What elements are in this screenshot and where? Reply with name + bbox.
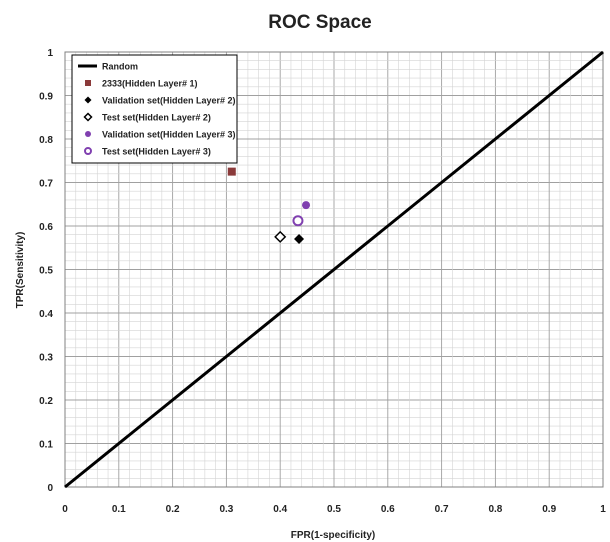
- legend-label: Random: [102, 62, 138, 72]
- legend-label: Test set(Hidden Layer# 3): [102, 147, 211, 157]
- y-tick-label: 0.7: [39, 179, 53, 190]
- legend-label: Validation set(Hidden Layer# 2): [102, 96, 236, 106]
- x-tick-label: 0.8: [488, 504, 502, 515]
- y-tick-label: 0.2: [39, 396, 53, 407]
- y-tick-label: 1: [47, 48, 53, 59]
- legend-label: 2333(Hidden Layer# 1): [102, 79, 198, 89]
- legend-swatch-diamond-open: [83, 112, 93, 122]
- x-tick-label: 0.9: [542, 504, 556, 515]
- x-tick-label: 0.7: [435, 504, 449, 515]
- data-point-circle-filled: [302, 201, 311, 210]
- y-tick-label: 0.9: [39, 92, 53, 103]
- data-point-circle-open: [292, 215, 304, 227]
- legend-swatch-circle-filled: [85, 131, 91, 137]
- x-tick-label: 0.6: [381, 504, 395, 515]
- random-line: [64, 50, 604, 489]
- y-tick-label: 0.6: [39, 222, 53, 233]
- y-axis-label: TPR(Sensitivity): [15, 232, 26, 309]
- y-tick-label: 0.3: [39, 353, 53, 364]
- x-tick-label: 0.2: [166, 504, 180, 515]
- x-tick-label: 0.4: [273, 504, 287, 515]
- tick-labels: 0 0.1 0.2 0.3 0.4 0.5 0.6 0.7 0.8 0.9 1 0 0.1 0.2 0.3 0…: [39, 48, 606, 515]
- legend: Random 2333(Hidden Layer# 1) Validation se…: [71, 54, 238, 164]
- data-point-diamond-open: [274, 230, 287, 243]
- plot-border: [64, 51, 604, 488]
- legend-swatch-circle-open: [84, 147, 92, 155]
- y-tick-label: 0: [47, 483, 53, 494]
- data-marks: [64, 50, 604, 489]
- y-tick-label: 0.5: [39, 266, 53, 277]
- chart-title: ROC Space: [268, 12, 371, 33]
- legend-swatch-diamond-filled: [84, 96, 92, 104]
- x-axis-label: FPR(1-specificity): [291, 530, 375, 541]
- x-tick-label: 0.1: [112, 504, 126, 515]
- legend-label: Test set(Hidden Layer# 2): [102, 113, 211, 123]
- x-tick-label: 0.5: [327, 504, 341, 515]
- legend-swatch-square: [85, 80, 91, 86]
- data-point-diamond-filled: [294, 234, 305, 245]
- y-tick-label: 0.4: [39, 309, 53, 320]
- x-tick-label: 1: [600, 504, 606, 515]
- legend-label: Validation set(Hidden Layer# 3): [102, 130, 236, 140]
- y-tick-label: 0.1: [39, 440, 53, 451]
- x-tick-label: 0: [62, 504, 68, 515]
- y-tick-label: 0.8: [39, 135, 53, 146]
- data-point-square: [227, 167, 236, 176]
- x-tick-label: 0.3: [219, 504, 233, 515]
- legend-box: [71, 54, 238, 164]
